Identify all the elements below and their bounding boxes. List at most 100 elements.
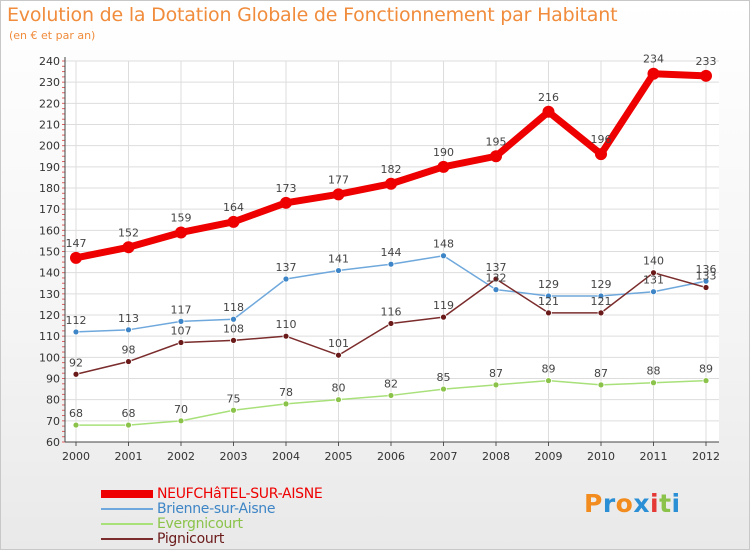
data-point-0 <box>700 69 712 82</box>
data-label-3: 121 <box>591 295 612 308</box>
x-tick-label: 2008 <box>482 450 510 463</box>
data-label-2: 78 <box>279 386 293 399</box>
data-point-3 <box>492 275 500 283</box>
x-tick-label: 2009 <box>535 450 563 463</box>
line-chart: 60 70 80 90 100 110 120 130 140 150 160 170 180 190 20… <box>39 53 720 463</box>
logo-letter: o <box>615 489 634 518</box>
data-point-2 <box>125 421 132 429</box>
data-point-1 <box>650 288 657 296</box>
data-point-1 <box>177 317 185 325</box>
legend-swatch <box>101 523 153 525</box>
chart-subtitle: (en € et par an) <box>9 29 96 42</box>
data-point-3 <box>335 351 342 359</box>
data-point-3 <box>282 332 290 340</box>
y-tick-label: 170 <box>39 203 60 216</box>
data-point-0 <box>490 150 502 163</box>
data-label-3: 133 <box>696 269 717 282</box>
legend-label: Evergnicourt <box>157 516 243 532</box>
y-tick-label: 160 <box>39 224 60 237</box>
data-point-2 <box>545 377 552 385</box>
y-tick-label: 210 <box>39 119 60 132</box>
data-label-0: 159 <box>171 211 192 224</box>
data-point-3 <box>702 284 710 291</box>
data-point-0 <box>385 177 397 190</box>
y-tick-label: 150 <box>39 246 60 259</box>
x-tick-label: 2005 <box>325 450 353 463</box>
x-tick-label: 2000 <box>62 450 90 463</box>
x-tick-label: 2001 <box>115 450 143 463</box>
data-label-1: 112 <box>66 314 87 327</box>
x-tick-label: 2003 <box>220 450 248 463</box>
data-label-0: 164 <box>223 201 244 214</box>
data-label-2: 68 <box>69 407 83 420</box>
data-point-1 <box>125 326 132 334</box>
data-label-0: 234 <box>643 53 664 66</box>
data-point-0 <box>332 188 345 201</box>
data-label-2: 85 <box>437 371 451 384</box>
data-label-2: 89 <box>542 363 556 376</box>
data-point-1 <box>545 292 552 300</box>
y-tick-label: 130 <box>39 288 60 301</box>
logo-letter: r <box>602 489 616 518</box>
data-point-0 <box>70 251 82 264</box>
data-label-3: 140 <box>643 255 664 268</box>
data-label-1: 136 <box>696 263 717 276</box>
data-label-2: 87 <box>489 367 503 380</box>
data-label-0: 173 <box>276 182 297 195</box>
data-label-1: 113 <box>118 312 139 325</box>
legend-swatch <box>101 538 153 540</box>
data-label-1: 132 <box>486 272 507 285</box>
data-point-0 <box>437 160 450 173</box>
legend-swatch <box>101 508 153 510</box>
data-point-3 <box>597 309 605 317</box>
data-label-0: 177 <box>328 173 349 186</box>
data-label-3: 110 <box>276 318 297 331</box>
data-label-0: 147 <box>66 237 87 250</box>
data-label-1: 141 <box>328 253 349 266</box>
data-point-2 <box>650 379 657 387</box>
logo-letter: i <box>671 489 681 518</box>
x-tick-label: 2010 <box>587 450 615 463</box>
data-label-2: 87 <box>594 367 608 380</box>
y-tick-label: 240 <box>39 55 60 68</box>
data-point-1 <box>492 286 500 294</box>
y-tick-label: 60 <box>46 436 60 449</box>
data-label-3: 98 <box>122 344 136 357</box>
data-label-3: 108 <box>223 322 244 335</box>
data-label-0: 216 <box>538 91 559 104</box>
x-tick-label: 2002 <box>167 450 195 463</box>
data-label-0: 233 <box>696 55 717 68</box>
data-point-3 <box>230 336 237 344</box>
data-label-2: 88 <box>647 365 661 378</box>
data-point-2 <box>492 381 500 389</box>
data-point-3 <box>72 370 80 378</box>
data-point-3 <box>177 339 185 346</box>
data-label-1: 118 <box>223 301 244 314</box>
data-point-2 <box>597 381 605 389</box>
data-point-1 <box>230 315 237 323</box>
data-point-0 <box>647 67 660 80</box>
data-label-1: 131 <box>643 274 664 287</box>
data-label-3: 92 <box>69 356 83 369</box>
data-point-1 <box>335 267 342 274</box>
legend-label: Brienne-sur-Aisne <box>157 501 276 517</box>
data-point-0 <box>595 148 607 161</box>
data-point-1 <box>387 260 395 268</box>
data-point-2 <box>72 421 80 429</box>
y-tick-label: 190 <box>39 161 60 174</box>
data-point-1 <box>282 275 290 283</box>
x-tick-label: 2006 <box>377 450 405 463</box>
data-label-0: 190 <box>433 146 454 159</box>
y-tick-label: 140 <box>39 267 60 280</box>
y-tick-label: 70 <box>46 415 60 428</box>
data-label-2: 80 <box>332 382 346 395</box>
data-label-3: 116 <box>381 305 402 318</box>
data-label-2: 70 <box>174 403 188 416</box>
data-label-0: 196 <box>591 133 612 146</box>
y-tick-label: 90 <box>46 373 60 386</box>
data-point-3 <box>650 269 657 277</box>
legend-swatch <box>101 490 153 498</box>
data-label-1: 129 <box>591 278 612 291</box>
data-label-3: 101 <box>328 337 349 350</box>
